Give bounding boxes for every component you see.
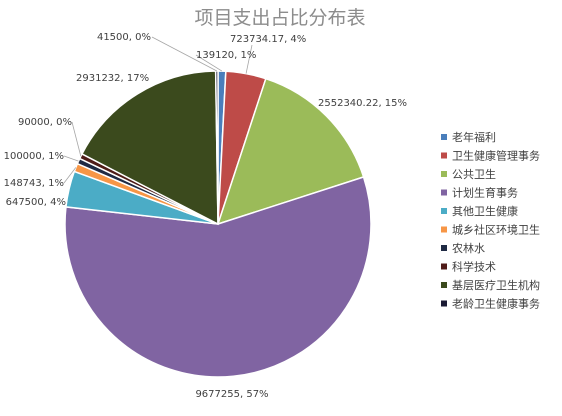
legend-entry-2: 卫生健康管理事务: [452, 149, 540, 163]
legend-entry-1: 老年福利: [452, 130, 496, 144]
leader-lines: [63, 36, 253, 184]
legend-swatch-5: [441, 208, 447, 214]
legend-swatch-6: [441, 226, 447, 233]
pie-slice-4: [64, 176, 372, 378]
legend-swatch-3: [441, 171, 447, 177]
data-label-6: 148743, 1%: [4, 178, 64, 189]
legend-entry-6: 城乡社区环境卫生: [452, 223, 540, 237]
legend: 老年福利卫生健康管理事务公共卫生计划生育事务其他卫生健康城乡社区环境卫生农林水科…: [441, 130, 540, 311]
legend-swatch-1: [441, 134, 447, 140]
leader-line-10: [151, 36, 218, 72]
data-label-1: 139120, 1%: [196, 50, 256, 61]
data-labels: 139120, 1% 723734.17, 4% 2552340.22, 15% 96…: [4, 32, 407, 400]
leader-line-6: [63, 167, 77, 184]
pie-slice-9: [80, 70, 219, 226]
legend-swatch-9: [441, 282, 447, 288]
legend-entry-5: 其他卫生健康: [452, 204, 518, 218]
data-label-2: 723734.17, 4%: [230, 34, 306, 45]
legend-entry-9: 基层医疗卫生机构: [452, 278, 540, 292]
chart-title: 项目支出占比分布表: [194, 7, 365, 29]
legend-entry-3: 公共卫生: [452, 167, 496, 181]
data-label-7: 100000, 1%: [4, 151, 64, 162]
data-label-3: 2552340.22, 15%: [318, 98, 407, 109]
data-label-4: 9677255, 57%: [195, 389, 268, 400]
leader-line-1: [195, 54, 223, 72]
legend-entry-10: 老龄卫生健康事务: [452, 297, 540, 311]
legend-swatch-8: [441, 263, 447, 270]
data-label-9: 2931232, 17%: [76, 73, 149, 84]
legend-swatch-2: [441, 152, 447, 159]
data-label-10: 41500, 0%: [97, 32, 151, 43]
leader-line-2: [245, 44, 253, 74]
legend-entry-4: 计划生育事务: [452, 186, 518, 200]
pie-slice-3: [216, 77, 365, 226]
leader-line-8: [71, 121, 82, 157]
legend-swatch-10: [441, 300, 447, 307]
legend-swatch-7: [441, 245, 447, 251]
legend-swatch-4: [441, 189, 447, 196]
data-label-8: 90000, 0%: [18, 117, 72, 128]
legend-entry-8: 科学技术: [452, 260, 496, 274]
pie-slices: [64, 70, 372, 378]
leader-line-7: [63, 155, 79, 162]
legend-entry-7: 农林水: [452, 241, 485, 255]
data-label-5: 647500, 4%: [6, 197, 66, 208]
